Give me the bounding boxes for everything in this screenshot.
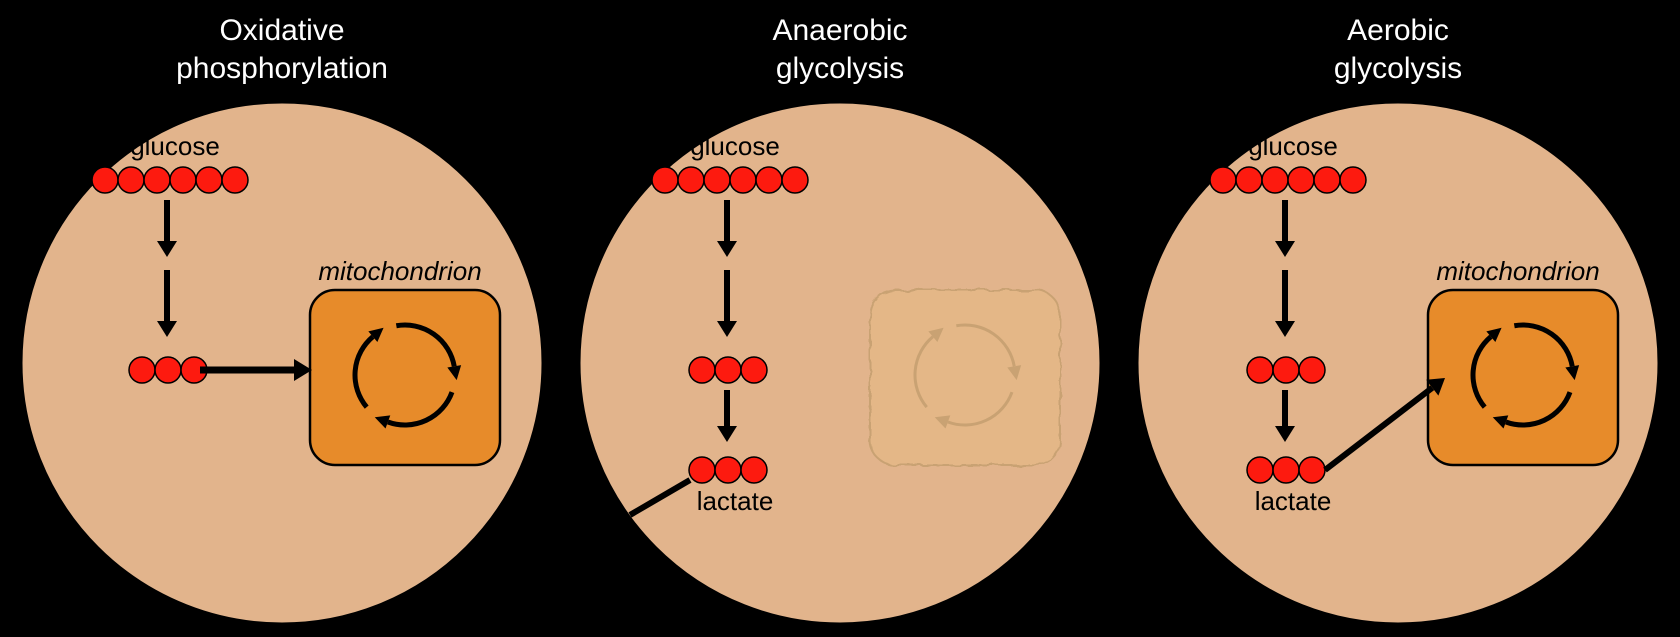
molecule-dot [741, 357, 767, 383]
molecule-dot [92, 167, 118, 193]
molecule-dot [782, 167, 808, 193]
molecule-dot [715, 457, 741, 483]
molecule-dot [129, 357, 155, 383]
molecule-dot [652, 167, 678, 193]
molecule-dot [196, 167, 222, 193]
molecule-dot [144, 167, 170, 193]
molecule-dot [1247, 457, 1273, 483]
panel-title-line2: glycolysis [776, 52, 904, 85]
molecule-dot [1273, 357, 1299, 383]
molecule-dot [756, 167, 782, 193]
panel-title-line1: Anaerobic [772, 14, 907, 47]
molecule-dot [1299, 357, 1325, 383]
mitochondrion-label: mitochondrion [318, 256, 481, 286]
molecule-dot [689, 457, 715, 483]
molecule-dot [1262, 167, 1288, 193]
glucose-label: glucose [690, 131, 780, 161]
panel-title-line1: Aerobic [1347, 14, 1449, 47]
molecule-dot [1314, 167, 1340, 193]
panel-title-line1: Oxidative [219, 14, 344, 47]
molecule-dot [1210, 167, 1236, 193]
molecule-dot [704, 167, 730, 193]
molecule-dot [170, 167, 196, 193]
mitochondrion-faded [870, 290, 1060, 465]
glucose-label: glucose [130, 131, 220, 161]
molecule-dot [1299, 457, 1325, 483]
molecule-dot [678, 167, 704, 193]
molecule-dot [155, 357, 181, 383]
molecule-dot [689, 357, 715, 383]
mitochondrion [1428, 290, 1618, 465]
molecule-dot [118, 167, 144, 193]
panel-title-line2: phosphorylation [176, 52, 388, 85]
molecule-dot [1288, 167, 1314, 193]
mitochondrion-label: mitochondrion [1436, 256, 1599, 286]
diagram-canvas: Oxidative phosphorylation glucose mitochond… [0, 0, 1680, 637]
mitochondrion [310, 290, 500, 465]
molecule-dot [1273, 457, 1299, 483]
molecule-dot [222, 167, 248, 193]
molecule-dot [1247, 357, 1273, 383]
glucose-label: glucose [1248, 131, 1338, 161]
panel-title-line2: glycolysis [1334, 52, 1462, 85]
molecule-dot [730, 167, 756, 193]
lactate-label: lactate [1255, 486, 1332, 516]
molecule-dot [741, 457, 767, 483]
molecule-dot [1340, 167, 1366, 193]
molecule-dot [1236, 167, 1262, 193]
molecule-dot [715, 357, 741, 383]
lactate-label: lactate [697, 486, 774, 516]
